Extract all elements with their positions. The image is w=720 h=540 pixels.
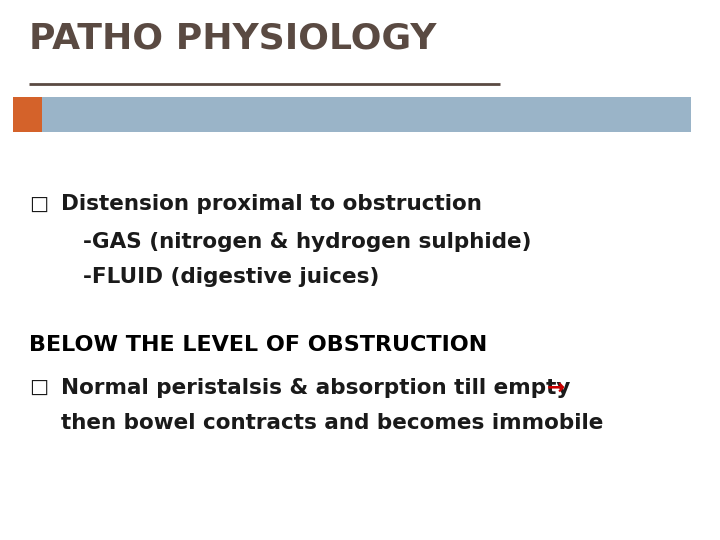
Text: PATHO PHYSIOLOGY: PATHO PHYSIOLOGY: [29, 22, 436, 56]
FancyBboxPatch shape: [42, 97, 691, 132]
Text: →: →: [547, 378, 565, 398]
Text: □: □: [29, 378, 48, 397]
Text: -GAS (nitrogen & hydrogen sulphide): -GAS (nitrogen & hydrogen sulphide): [83, 232, 531, 252]
Text: □: □: [29, 194, 48, 213]
Text: then bowel contracts and becomes immobile: then bowel contracts and becomes immobil…: [61, 413, 603, 433]
Text: Normal peristalsis & absorption till empty: Normal peristalsis & absorption till emp…: [61, 378, 578, 398]
FancyBboxPatch shape: [13, 97, 42, 132]
Text: -FLUID (digestive juices): -FLUID (digestive juices): [83, 267, 379, 287]
Text: Distension proximal to obstruction: Distension proximal to obstruction: [61, 194, 482, 214]
Text: BELOW THE LEVEL OF OBSTRUCTION: BELOW THE LEVEL OF OBSTRUCTION: [29, 335, 487, 355]
